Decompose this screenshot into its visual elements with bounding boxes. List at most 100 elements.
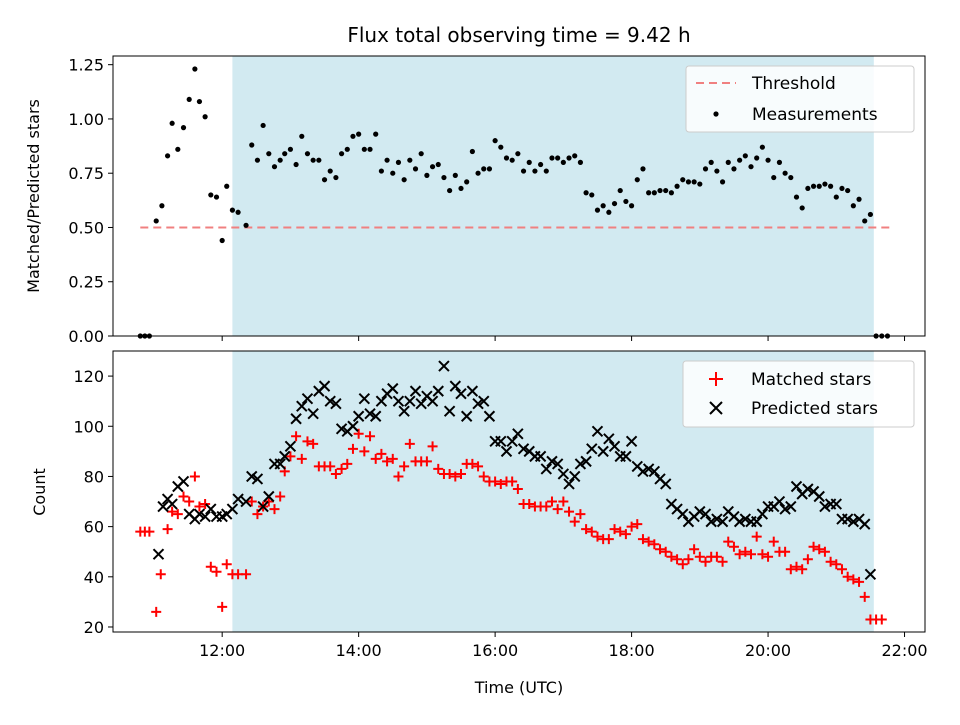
bottom-x-axis-label: Time (UTC) <box>474 678 563 697</box>
predicted-stars-point <box>290 413 302 425</box>
top-y-tick-label: 0.25 <box>68 273 104 292</box>
matched-stars-point <box>746 549 756 560</box>
predicted-stars-point <box>478 395 490 407</box>
measurements-point <box>657 187 663 194</box>
measurements-point <box>685 179 692 185</box>
matched-stars-point <box>689 544 700 555</box>
measurements-point <box>714 168 720 174</box>
measurements-point <box>560 159 566 165</box>
measurements-point <box>475 170 481 176</box>
measurements-point <box>867 211 874 218</box>
predicted-stars-point <box>404 395 416 407</box>
predicted-stars-point <box>472 397 484 410</box>
measurements-point <box>498 144 504 150</box>
measurements-point <box>674 183 680 189</box>
predicted-stars-point <box>733 515 746 528</box>
matched-stars-point <box>512 483 523 494</box>
measurements-point <box>691 179 697 185</box>
predicted-stars-point <box>517 443 530 455</box>
measurements-point <box>839 185 845 192</box>
bottom-x-tick-label: 16:00 <box>472 641 518 660</box>
predicted-stars-point <box>591 425 604 437</box>
top-y-tick-label: 0.50 <box>68 218 104 237</box>
measurements-point <box>407 157 413 163</box>
measurements-point <box>810 183 817 189</box>
predicted-stars-point <box>263 490 275 503</box>
matched-stars-point <box>330 468 341 479</box>
measurements-point <box>361 146 367 152</box>
legend-measurements-swatch <box>713 111 719 117</box>
matched-stars-point <box>757 549 768 560</box>
predicted-stars-point <box>659 478 672 490</box>
bottom-x-tick-label: 18:00 <box>609 641 655 660</box>
measurements-point <box>175 146 181 152</box>
matched-stars-point <box>296 453 307 464</box>
matched-stars-point <box>421 456 432 467</box>
measurements-point <box>577 159 584 165</box>
matched-stars-point <box>184 496 195 507</box>
measurements-point <box>338 151 345 157</box>
bottom-legend-box <box>682 360 915 428</box>
measurements-point <box>805 185 811 192</box>
matched-stars-point <box>291 431 302 442</box>
matched-stars-point <box>552 504 563 515</box>
measurements-point <box>555 155 561 161</box>
predicted-stars-point <box>540 463 553 475</box>
bottom-y-axis-label: Count <box>30 468 49 516</box>
measurements-point <box>469 148 475 155</box>
measurements-point <box>235 209 241 215</box>
measurements-point <box>266 151 272 157</box>
top-y-tick-label: 1.25 <box>68 56 104 75</box>
measurements-point <box>254 157 261 163</box>
predicted-stars-point <box>177 475 190 488</box>
matched-stars-point <box>444 468 455 479</box>
matched-stars-point <box>269 504 280 515</box>
matched-stars-point <box>246 496 257 507</box>
measurements-point <box>583 190 589 196</box>
measurements-point <box>572 153 578 159</box>
measurements-point <box>668 190 674 196</box>
measurements-point <box>186 96 192 103</box>
matched-stars-point <box>167 506 178 517</box>
measurements-point <box>515 151 521 157</box>
predicted-stars-point <box>409 385 422 397</box>
matched-stars-point <box>569 516 580 527</box>
measurements-point <box>287 146 294 152</box>
matched-stars-point <box>836 564 847 575</box>
measurements-point <box>543 168 549 174</box>
matched-stars-point <box>221 559 232 570</box>
measurements-point <box>492 138 498 144</box>
bottom-y-tick-label: 40 <box>84 568 104 587</box>
measurements-point <box>202 114 208 120</box>
predicted-stars-point <box>864 568 877 581</box>
measurements-point <box>520 168 527 174</box>
bottom-x-tick-label: 22:00 <box>881 641 927 660</box>
predicted-stars-point <box>449 380 462 392</box>
matched-stars-point <box>252 509 263 520</box>
matched-stars-point <box>478 471 489 482</box>
matched-stars-point <box>717 556 728 567</box>
predicted-stars-point <box>415 397 427 410</box>
matched-stars-point <box>473 461 484 472</box>
matched-stars-point <box>427 441 438 452</box>
predicted-stars-point <box>711 513 723 525</box>
measurements-point <box>737 157 743 163</box>
measurements-point <box>782 170 788 176</box>
measurements-point <box>731 166 737 172</box>
predicted-stars-point <box>500 445 513 458</box>
predicted-stars-point <box>813 490 825 503</box>
predicted-stars-point <box>506 435 518 448</box>
measurements-point <box>828 183 834 189</box>
predicted-stars-point <box>251 473 264 485</box>
measurements-point <box>412 166 419 172</box>
matched-stars-point <box>399 461 410 472</box>
matched-stars-point <box>734 549 745 560</box>
predicted-stars-point <box>574 458 587 470</box>
matched-stars-point <box>393 471 404 482</box>
predicted-stars-point <box>246 470 258 483</box>
matched-stars-point <box>655 544 666 555</box>
measurements-point <box>589 192 595 198</box>
matched-stars-point <box>541 501 552 512</box>
matched-stars-point <box>342 458 353 469</box>
